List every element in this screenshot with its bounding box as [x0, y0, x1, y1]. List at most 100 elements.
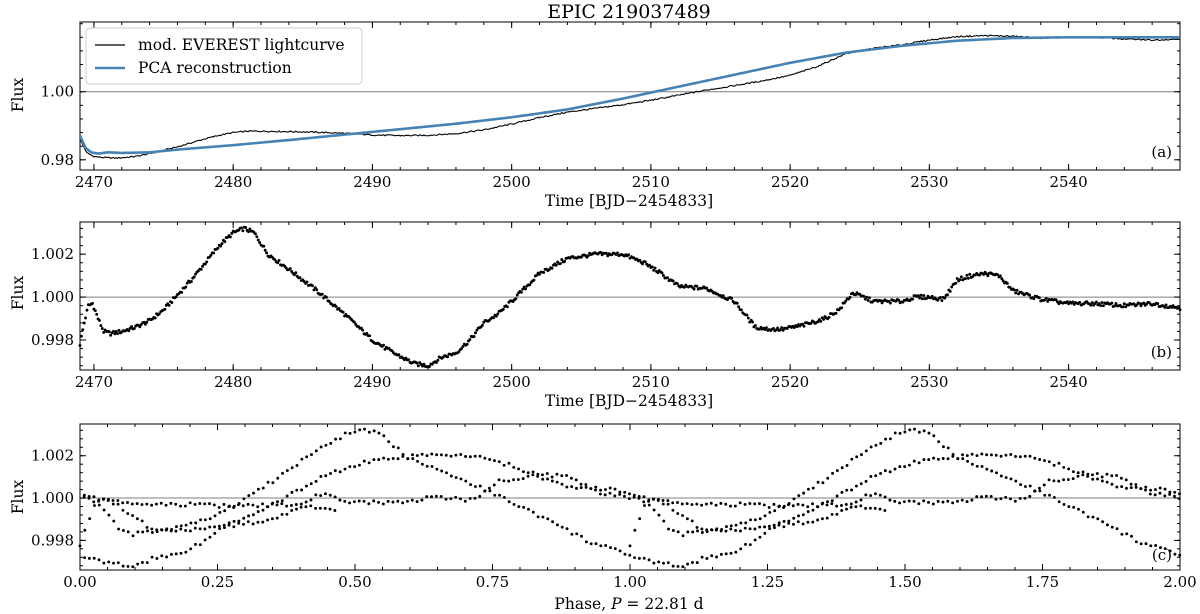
data-point: [809, 321, 813, 325]
data-point: [758, 535, 762, 539]
data-point: [203, 518, 207, 522]
data-point: [87, 556, 91, 560]
data-point: [232, 525, 236, 529]
data-point: [653, 266, 657, 270]
data-point: [806, 520, 810, 524]
data-point: [444, 453, 448, 457]
data-point: [1115, 474, 1119, 477]
data-point: [999, 497, 1003, 501]
data-point: [222, 526, 226, 530]
data-point: [1033, 489, 1037, 493]
panel-c-tag: (c): [1152, 546, 1172, 564]
data-point: [542, 271, 546, 274]
data-point: [594, 542, 598, 546]
panel-a-xlabel: Time [BJD−2454833]: [545, 192, 713, 210]
data-point: [729, 527, 733, 531]
data-point: [1163, 487, 1167, 491]
data-point: [627, 497, 631, 501]
data-point: [415, 500, 419, 504]
data-point: [1124, 478, 1128, 482]
data-point: [1101, 304, 1105, 308]
data-point: [773, 509, 777, 513]
data-point: [968, 272, 972, 276]
data-point: [507, 479, 511, 483]
legend-frame: [85, 27, 363, 85]
data-point: [898, 501, 902, 505]
data-point: [862, 294, 866, 298]
data-point: [671, 508, 675, 512]
data-point: [589, 487, 593, 490]
panel-c-xtick-label: 1.25: [751, 573, 784, 591]
data-point: [1071, 300, 1075, 304]
data-point: [506, 305, 509, 309]
data-point: [878, 507, 882, 511]
data-point: [753, 527, 757, 531]
data-point: [780, 326, 784, 330]
data-point: [840, 509, 844, 512]
data-point: [555, 480, 559, 484]
data-point: [155, 557, 159, 560]
data-point: [1156, 302, 1160, 306]
data-point: [237, 521, 241, 525]
data-point: [879, 299, 883, 303]
data-point: [865, 295, 869, 299]
data-point: [748, 527, 752, 531]
data-point: [1177, 497, 1181, 501]
data-point: [1148, 492, 1152, 496]
data-point: [1086, 474, 1090, 478]
data-point: [811, 486, 815, 490]
data-point: [710, 554, 714, 558]
panel-a-frame: [79, 21, 1181, 171]
data-point: [657, 513, 661, 517]
data-point: [244, 226, 248, 229]
panel-a-xtick-label: 2480: [214, 173, 252, 191]
data-point: [114, 329, 118, 333]
data-point: [277, 258, 281, 262]
data-point: [772, 502, 776, 506]
data-point: [391, 500, 395, 504]
data-point: [141, 561, 144, 564]
data-point: [721, 294, 725, 298]
data-point: [550, 479, 554, 483]
data-point: [174, 295, 178, 299]
data-point: [777, 505, 781, 509]
data-point: [449, 474, 453, 478]
data-point: [97, 503, 101, 507]
data-point: [169, 552, 173, 556]
data-point: [796, 502, 800, 506]
data-point: [820, 502, 824, 506]
data-point: [353, 430, 357, 434]
data-point: [570, 532, 574, 536]
data-point: [265, 505, 269, 509]
data-point: [594, 485, 598, 489]
data-point: [502, 495, 506, 499]
data-point: [223, 509, 227, 513]
data-point: [480, 323, 484, 327]
data-point: [724, 502, 728, 506]
data-point: [101, 497, 105, 501]
data-point: [555, 472, 559, 476]
data-point: [502, 463, 506, 467]
data-point: [815, 505, 819, 509]
data-point: [633, 528, 637, 532]
data-point: [1028, 293, 1032, 297]
data-point: [724, 552, 728, 556]
data-point: [492, 316, 495, 320]
data-point: [777, 523, 781, 527]
data-point: [554, 263, 558, 267]
data-point: [866, 298, 870, 302]
data-point: [879, 441, 883, 445]
data-point: [651, 497, 655, 501]
data-point: [126, 564, 130, 568]
data-point: [603, 493, 607, 497]
data-point: [1028, 484, 1032, 488]
data-point: [372, 429, 376, 433]
data-point: [994, 453, 998, 457]
data-point: [170, 301, 174, 304]
data-point: [1057, 461, 1061, 465]
panel-b-ylabel: Flux: [9, 276, 27, 311]
data-point: [309, 498, 313, 502]
data-point: [719, 552, 723, 556]
data-point: [565, 485, 569, 489]
data-point: [827, 315, 831, 319]
